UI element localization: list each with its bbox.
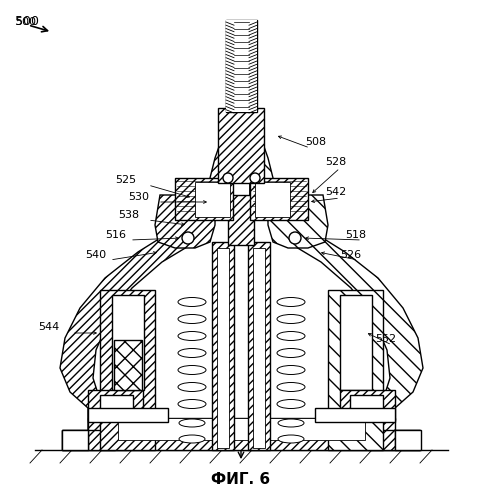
Ellipse shape xyxy=(178,332,206,340)
Polygon shape xyxy=(268,195,328,248)
Text: 500: 500 xyxy=(15,15,39,28)
Polygon shape xyxy=(155,195,215,248)
Text: 542: 542 xyxy=(325,187,346,197)
Bar xyxy=(315,408,395,422)
Ellipse shape xyxy=(277,298,305,306)
Ellipse shape xyxy=(277,348,305,358)
Ellipse shape xyxy=(277,400,305,408)
Polygon shape xyxy=(250,108,423,450)
Ellipse shape xyxy=(277,382,305,392)
Ellipse shape xyxy=(179,435,205,443)
Bar xyxy=(395,430,421,450)
Text: 526: 526 xyxy=(340,250,361,260)
Bar xyxy=(253,248,265,448)
Bar xyxy=(226,20,257,112)
Bar xyxy=(350,395,383,417)
Bar xyxy=(175,178,233,220)
Circle shape xyxy=(223,173,233,183)
Ellipse shape xyxy=(178,366,206,374)
Text: 538: 538 xyxy=(118,210,139,220)
Bar xyxy=(255,182,290,217)
Bar xyxy=(112,295,144,390)
Polygon shape xyxy=(60,108,233,450)
Polygon shape xyxy=(368,430,420,450)
Ellipse shape xyxy=(277,366,305,374)
Text: 544: 544 xyxy=(38,322,59,332)
Text: 552: 552 xyxy=(375,334,396,344)
Bar xyxy=(118,418,365,440)
Ellipse shape xyxy=(278,419,304,427)
Polygon shape xyxy=(93,138,233,450)
Polygon shape xyxy=(62,430,115,450)
Bar xyxy=(328,290,383,450)
Ellipse shape xyxy=(178,382,206,392)
Ellipse shape xyxy=(178,400,206,408)
Text: 508: 508 xyxy=(305,137,326,147)
Text: 528: 528 xyxy=(325,157,346,167)
Bar xyxy=(100,290,155,450)
Text: 530: 530 xyxy=(128,192,149,202)
Ellipse shape xyxy=(178,348,206,358)
Bar xyxy=(226,20,257,112)
Bar xyxy=(248,242,270,450)
Polygon shape xyxy=(250,138,390,450)
Circle shape xyxy=(182,232,194,244)
Bar xyxy=(218,108,264,183)
Bar xyxy=(88,390,143,420)
Text: 518: 518 xyxy=(345,230,366,240)
Bar xyxy=(195,182,230,217)
Ellipse shape xyxy=(277,314,305,324)
Bar xyxy=(340,295,372,390)
Bar xyxy=(100,395,133,417)
Bar xyxy=(340,390,395,420)
Ellipse shape xyxy=(277,332,305,340)
Text: ФИГ. 6: ФИГ. 6 xyxy=(212,472,270,488)
Circle shape xyxy=(289,232,301,244)
Text: 525: 525 xyxy=(115,175,136,185)
Bar xyxy=(88,408,168,422)
Text: 500: 500 xyxy=(15,17,36,27)
Circle shape xyxy=(250,173,260,183)
Ellipse shape xyxy=(178,314,206,324)
Bar xyxy=(228,195,254,245)
Polygon shape xyxy=(62,430,88,450)
Ellipse shape xyxy=(178,298,206,306)
Bar xyxy=(212,242,234,450)
Polygon shape xyxy=(395,430,420,450)
Bar xyxy=(250,178,308,220)
Text: 540: 540 xyxy=(85,250,106,260)
Bar xyxy=(62,430,88,450)
Bar xyxy=(217,248,229,448)
Ellipse shape xyxy=(179,419,205,427)
Text: 516: 516 xyxy=(105,230,126,240)
Bar xyxy=(88,418,395,450)
Bar xyxy=(114,340,142,390)
Ellipse shape xyxy=(278,435,304,443)
